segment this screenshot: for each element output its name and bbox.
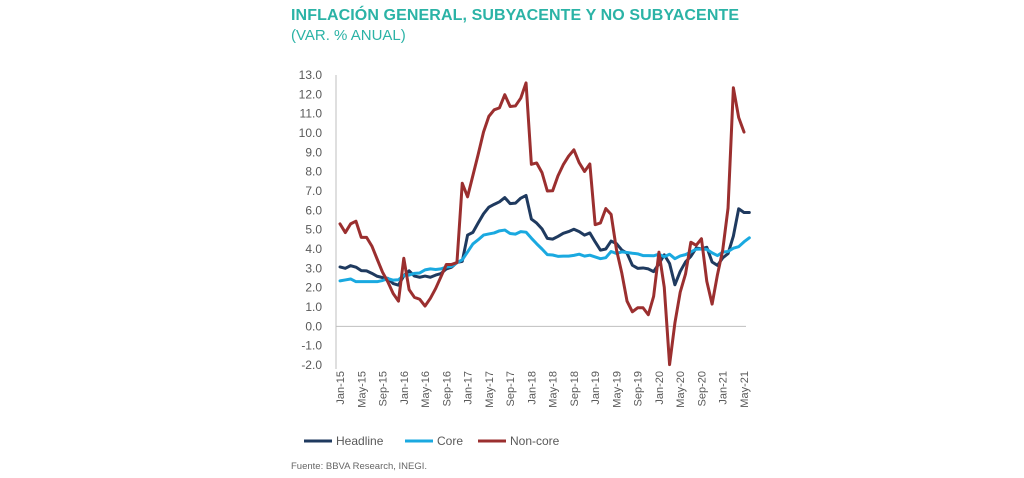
legend-label: Core: [437, 434, 463, 448]
y-axis: 13.0 12.0 11.0 10.0 9.0 8.0 7.0 6.0 5.0 4.0 3.0 2.0…: [299, 68, 337, 372]
x-tick-label: Jan-16: [399, 371, 411, 405]
legend: Headline Core Non-core: [304, 434, 560, 448]
y-tick-label: 9.0: [305, 145, 322, 159]
series-line-non-core: [338, 81, 746, 367]
x-tick-label: Jan-15: [335, 371, 347, 405]
y-tick-label: 13.0: [299, 68, 323, 82]
x-tick-label: Sep-16: [441, 371, 453, 406]
series-line-core: [338, 228, 751, 284]
y-tick-label: -2.0: [301, 358, 322, 372]
series-line-headline: [338, 193, 751, 287]
series-lines: [338, 81, 751, 367]
x-tick-label: Jan-21: [718, 371, 730, 405]
x-tick-label: Sep-17: [505, 371, 517, 406]
y-tick-label: 11.0: [300, 107, 323, 121]
x-tick-label: May-21: [739, 371, 751, 408]
x-tick-label: Sep-18: [569, 371, 581, 406]
x-tick-label: Jan-18: [526, 371, 538, 405]
y-tick-label: 12.0: [299, 87, 323, 101]
source-note: Fuente: BBVA Research, INEGI.: [291, 461, 428, 472]
x-tick-label: May-17: [484, 371, 496, 408]
y-tick-label: 6.0: [305, 203, 322, 217]
y-tick-label: 2.0: [305, 281, 322, 295]
y-tick-label: 3.0: [305, 261, 322, 275]
x-tick-label: May-20: [675, 371, 687, 408]
y-tick-label: 4.0: [305, 242, 322, 256]
legend-label: Non-core: [510, 434, 560, 448]
y-tick-label: 1.0: [305, 300, 322, 314]
x-tick-label: Jan-20: [654, 371, 666, 405]
y-tick-label: 10.0: [299, 126, 323, 140]
chart-title: INFLACIÓN GENERAL, SUBYACENTE Y NO SUBYA…: [291, 7, 740, 24]
y-tick-label: 7.0: [305, 184, 322, 198]
x-tick-label: May-16: [420, 371, 432, 408]
y-tick-label: 5.0: [305, 223, 322, 237]
y-tick-label: -1.0: [301, 339, 322, 353]
chart-subtitle: (VAR. % ANUAL): [291, 27, 406, 44]
x-tick-label: Sep-19: [633, 371, 645, 406]
x-tick-label: May-18: [548, 371, 560, 408]
x-axis: Jan-15 May-15 Sep-15 Jan-16 May-16 Sep-16 Jan-…: [335, 371, 751, 408]
x-tick-label: Jan-19: [590, 371, 602, 405]
y-tick-label: 8.0: [305, 165, 322, 179]
x-tick-label: May-15: [356, 371, 368, 408]
y-tick-label: 0.0: [305, 319, 322, 333]
x-tick-label: Sep-20: [696, 371, 708, 406]
x-tick-label: May-19: [611, 371, 623, 408]
x-tick-label: Sep-15: [378, 371, 390, 406]
legend-label: Headline: [336, 434, 384, 448]
x-tick-label: Jan-17: [463, 371, 475, 405]
